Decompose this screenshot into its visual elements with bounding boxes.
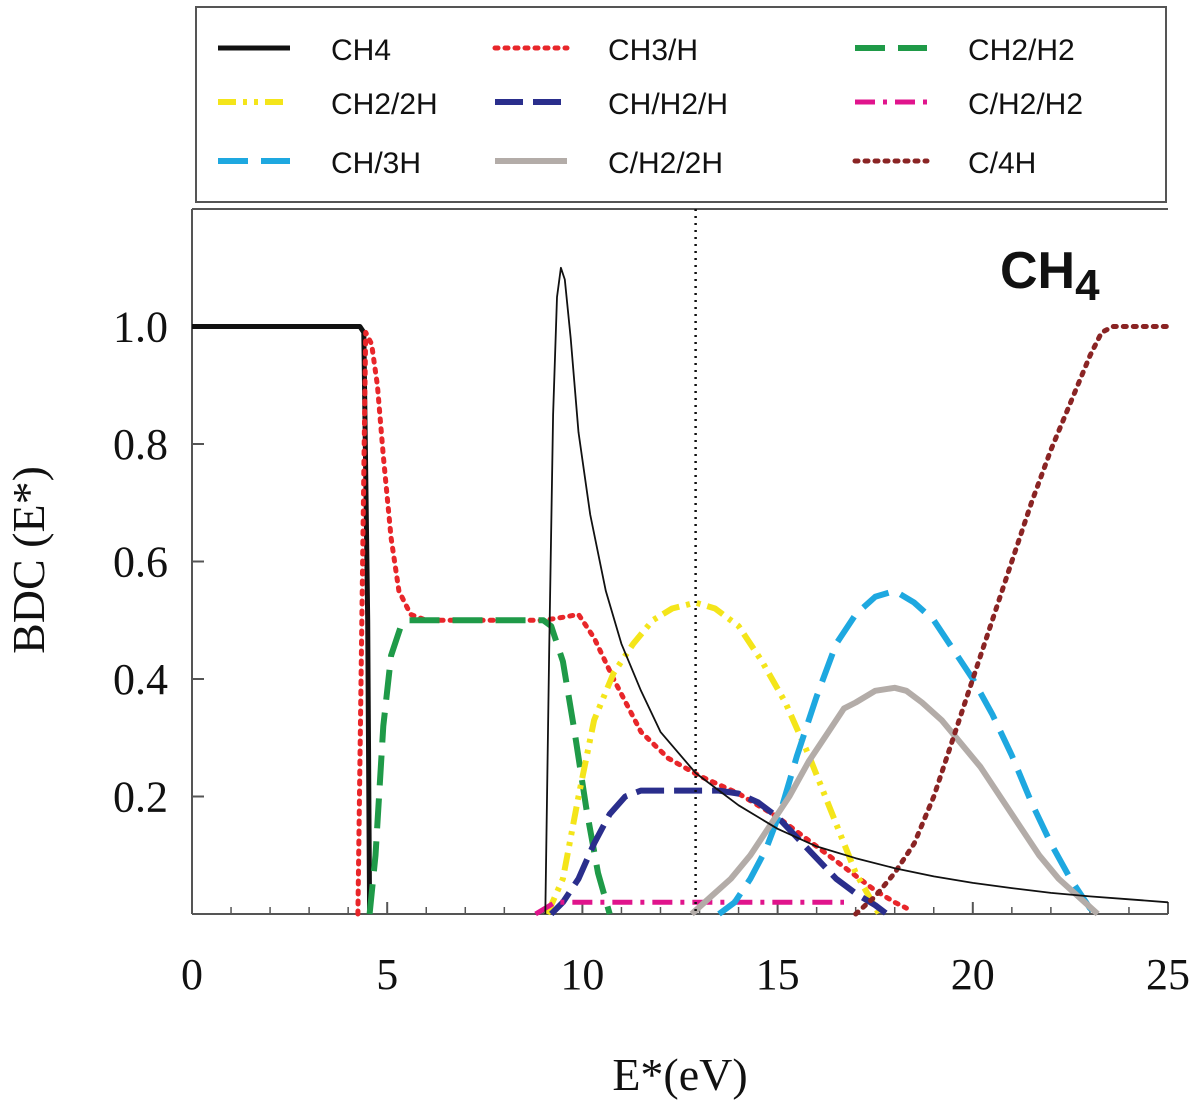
y-axis-label: BDC (E*) xyxy=(3,466,54,654)
legend-label: CH2/H2 xyxy=(968,34,1075,67)
x-tick-label: 15 xyxy=(756,950,800,999)
y-tick-label: 0.2 xyxy=(113,773,168,822)
y-tick-label: 0.8 xyxy=(113,420,168,469)
series-line-c-h2-2h xyxy=(689,684,1100,917)
series-line-ch4-thin- xyxy=(544,266,1169,915)
series-line-c-4h xyxy=(853,324,1171,917)
x-tick-label: 10 xyxy=(560,950,604,999)
legend-box xyxy=(195,6,1167,203)
x-tick-label: 20 xyxy=(951,950,995,999)
legend-label: CH/H2/H xyxy=(608,88,728,121)
y-tick-label: 0.6 xyxy=(113,538,168,587)
legend-label: CH/3H xyxy=(331,147,421,180)
legend-label: CH4 xyxy=(331,34,391,67)
chart-title: CH4 xyxy=(1000,242,1100,310)
legend-label: C/4H xyxy=(968,147,1036,180)
legend: CH4 CH3/H CH2/H2 CH2/2H CH/H2/H C/H2/H2 CH/3H C… xyxy=(218,34,1083,180)
y-tick-label: 1.0 xyxy=(113,303,168,352)
plot-series xyxy=(192,266,1171,917)
legend-label: C/H2/H2 xyxy=(968,88,1083,121)
series-line-ch4 xyxy=(192,324,373,915)
series-line-ch3-h xyxy=(355,329,909,917)
legend-label: CH3/H xyxy=(608,34,698,67)
y-tick-label: 0.4 xyxy=(113,655,168,704)
series-line-ch2-h2 xyxy=(366,617,613,915)
axis-ticks: 0 5 10 15 20 25 0.2 0.4 0.6 0.8 1.0 xyxy=(113,303,1190,1000)
legend-label: CH2/2H xyxy=(331,88,438,121)
x-tick-label: 5 xyxy=(376,950,398,999)
x-tick-label: 0 xyxy=(181,950,203,999)
x-tick-label: 25 xyxy=(1146,950,1190,999)
x-axis-label: E*(eV) xyxy=(612,1049,747,1100)
legend-label: C/H2/2H xyxy=(608,147,723,180)
series-line-ch-h2-h xyxy=(549,787,889,917)
series-line-ch-3h xyxy=(717,587,1100,917)
